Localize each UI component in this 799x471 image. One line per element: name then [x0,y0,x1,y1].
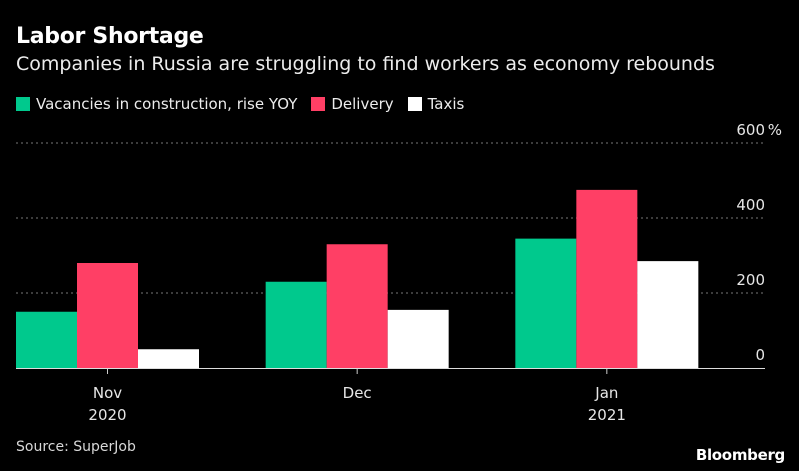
bar-delivery-jan [576,189,638,368]
bar-taxis-jan [637,261,699,368]
y-unit-label: % [768,121,782,139]
y-tick-label-600: 600 [736,121,765,139]
legend-label-construction: Vacancies in construction, rise YOY [36,95,298,113]
bar-vacancies-nov [16,311,77,368]
legend: Vacancies in construction, rise YOY Deli… [16,95,478,113]
y-tick-label-200: 200 [736,271,765,289]
legend-swatch-delivery [311,97,326,111]
x-tick-label-jan: Jan [594,384,618,402]
legend-item-delivery: Delivery [311,95,394,113]
x-tick-label-nov-year: 2020 [88,406,126,424]
bar-taxis-dec [387,309,449,368]
legend-label-taxis: Taxis [427,95,465,113]
x-tick-label-dec: Dec [343,384,372,402]
legend-label-delivery: Delivery [331,95,394,113]
legend-swatch-construction [16,97,30,111]
legend-swatch-taxis [407,97,422,111]
bar-vacancies-jan [515,238,577,368]
y-tick-label-400: 400 [736,196,765,214]
source-note: Source: SuperJob [16,439,136,455]
bloomberg-logo: Bloomberg [695,446,785,464]
bar-taxis-nov [138,349,199,368]
bar-vacancies-dec [265,281,327,368]
y-tick-label-0: 0 [755,346,765,364]
bar-delivery-nov [77,263,138,368]
chart-subtitle: Companies in Russia are struggling to fi… [16,53,715,75]
chart-title: Labor Shortage [16,24,204,49]
legend-item-taxis: Taxis [407,95,465,113]
bar-delivery-dec [326,244,388,368]
x-tick-label-jan-year: 2021 [588,406,626,424]
x-tick-label-nov: Nov [93,384,122,402]
legend-item-construction: Vacancies in construction, rise YOY [16,95,297,113]
